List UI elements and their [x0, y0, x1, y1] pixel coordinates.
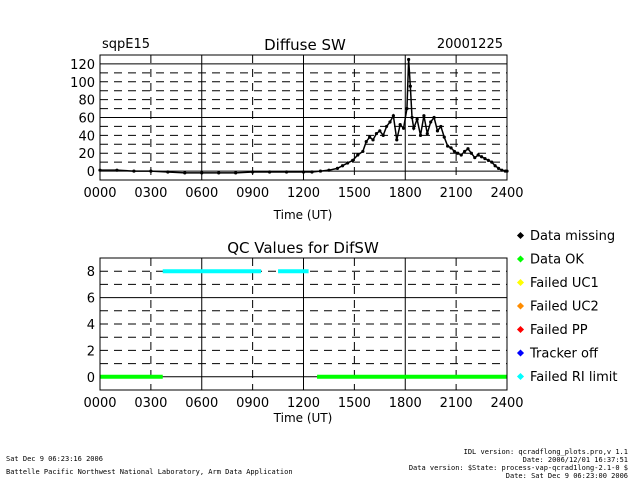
- footer-lab: Battelle Pacific Northwest National Labo…: [6, 468, 293, 476]
- top-chart-xtick-label: 0600: [185, 186, 218, 201]
- top-chart-xtick-label: 1500: [338, 186, 371, 201]
- top-chart-xtick-label: 0900: [236, 186, 269, 201]
- legend-label: Failed RI limit: [530, 370, 617, 385]
- qc-chart-ytick-label: 8: [87, 265, 95, 280]
- legend-label: Tracker off: [529, 347, 599, 362]
- top-chart-ytick-label: 0: [87, 165, 95, 180]
- site-label: sqpE15: [102, 37, 150, 52]
- qc-chart-xtick-label: 1200: [287, 396, 320, 411]
- legend-label: Failed UC2: [530, 300, 599, 315]
- qc-chart-xtick-label: 0600: [185, 396, 218, 411]
- footer-date: Date: 2006/12/01 16:37:51: [523, 456, 628, 464]
- qc-chart-xtick-label: 0300: [134, 396, 167, 411]
- top-chart-ytick-label: 60: [78, 112, 95, 127]
- legend-marker: [517, 373, 524, 380]
- qc-chart-ytick-label: 4: [87, 318, 95, 333]
- qc-legend: Data missing Data OK Failed UC1 Failed UC2 F…: [517, 229, 617, 385]
- date-label: 20001225: [437, 37, 503, 52]
- legend-marker: [517, 349, 524, 356]
- legend-label: Failed UC1: [530, 276, 599, 291]
- qc-chart-grid: [100, 258, 507, 390]
- top-chart-xtick-label: 2400: [490, 186, 523, 201]
- top-chart-ytick-label: 100: [70, 76, 95, 91]
- legend-marker: [517, 302, 524, 309]
- footer-idl-version: IDL version: qcradflong_plots.pro,v 1.1: [464, 448, 628, 456]
- top-chart-xtick-label: 2100: [440, 186, 473, 201]
- top-chart-ytick-label: 20: [78, 147, 95, 162]
- legend-marker: [517, 326, 524, 333]
- legend-marker: [517, 279, 524, 286]
- legend-marker: [517, 232, 524, 239]
- qc-chart-xtick-label: 2400: [490, 396, 523, 411]
- legend-label: Failed PP: [530, 323, 588, 338]
- top-chart-xtick-label: 0300: [134, 186, 167, 201]
- top-chart-xtick-label: 1200: [287, 186, 320, 201]
- qc-chart-xtick-label: 1500: [338, 396, 371, 411]
- legend-label: Data OK: [530, 253, 584, 268]
- qc-chart-xtick-label: 0000: [83, 396, 116, 411]
- qc-chart-xtick-label: 2100: [440, 396, 473, 411]
- qc-chart-xlabel: Time (UT): [273, 411, 333, 425]
- footer-data-version: Data version: $State: process-vap-qcrad1…: [409, 464, 628, 472]
- qc-chart-xtick-label: 1800: [389, 396, 422, 411]
- top-chart-ytick-label: 40: [78, 129, 95, 144]
- footer-date2: Date: Sat Dec 9 06:23:00 2006: [506, 472, 628, 480]
- top-chart-xlabel: Time (UT): [273, 208, 333, 222]
- top-chart-xtick-label: 0000: [83, 186, 116, 201]
- top-chart-grid: [100, 55, 507, 180]
- qc-chart-ytick-label: 6: [87, 292, 95, 307]
- footer-run-date: Sat Dec 9 06:23:16 2006: [6, 455, 103, 463]
- legend-label: Data missing: [530, 229, 615, 244]
- legend-marker: [517, 255, 524, 262]
- qc-chart-title: QC Values for DifSW: [227, 239, 379, 257]
- qc-chart-ytick-label: 2: [87, 344, 95, 359]
- qc-chart-ytick-label: 0: [87, 371, 95, 386]
- top-chart-xtick-label: 1800: [389, 186, 422, 201]
- top-chart-ytick-label: 80: [78, 94, 95, 109]
- qc-chart-xtick-label: 0900: [236, 396, 269, 411]
- chart-title: Diffuse SW: [264, 36, 346, 54]
- top-chart-ytick-label: 120: [70, 58, 95, 73]
